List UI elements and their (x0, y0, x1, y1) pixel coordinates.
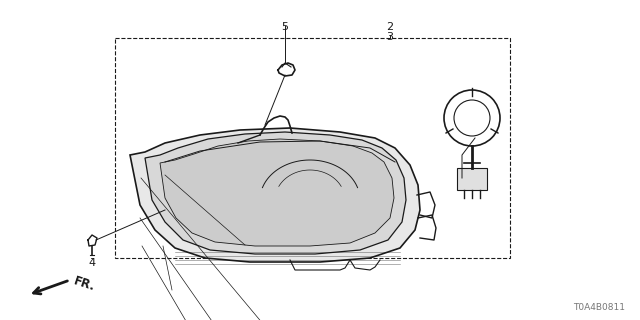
Polygon shape (160, 139, 394, 246)
Text: 1: 1 (465, 182, 472, 192)
Text: 2: 2 (387, 22, 394, 32)
Text: T0A4B0811: T0A4B0811 (573, 303, 625, 312)
Polygon shape (130, 128, 420, 262)
Text: FR.: FR. (72, 274, 97, 293)
Bar (457, 168, 487, 190)
Polygon shape (145, 132, 406, 254)
Text: 5: 5 (282, 22, 289, 32)
Text: 4: 4 (88, 258, 95, 268)
Bar (115, 38, 510, 258)
Text: 3: 3 (387, 32, 394, 42)
